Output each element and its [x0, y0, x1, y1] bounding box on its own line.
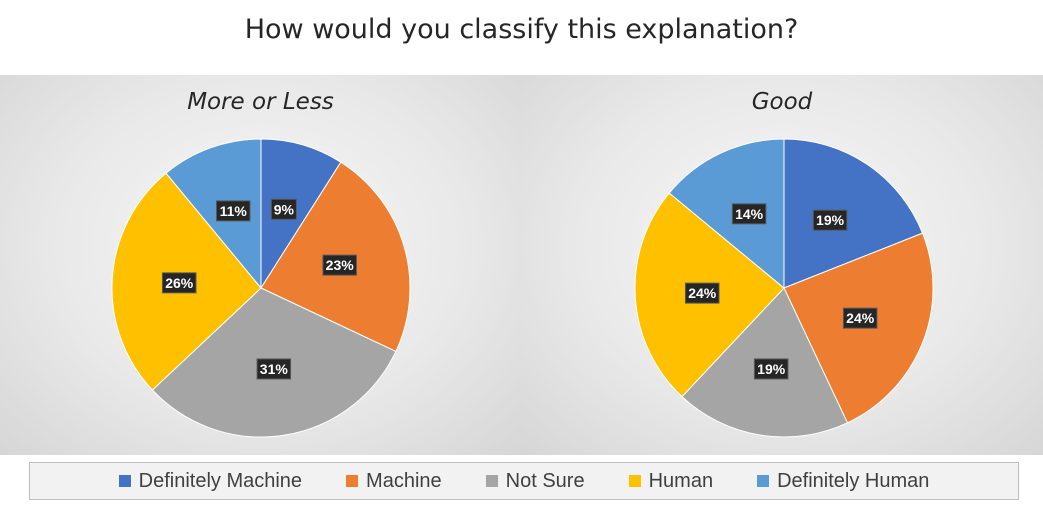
legend-swatch-definitely-human [757, 475, 770, 487]
data-label-human: 24% [684, 282, 720, 304]
svg-text:9%: 9% [274, 201, 295, 217]
pie-slice-definitely-human [165, 138, 262, 290]
svg-text:23%: 23% [326, 257, 355, 273]
data-label-not-sure: 19% [753, 358, 789, 380]
legend-item-human: Human [628, 469, 714, 493]
data-label-machine: 23% [322, 254, 357, 276]
legend-item-definitely-machine: Definitely Machine [118, 469, 303, 493]
legend-label: Definitely Human [777, 469, 930, 492]
legend-swatch-human [628, 475, 641, 487]
pie-slice-definitely-human [668, 138, 785, 290]
svg-text:24%: 24% [846, 310, 875, 326]
pie-chart-good: 19% 24% 19% 24% 14% [634, 138, 934, 438]
legend-label: Human [648, 469, 714, 492]
pie-panel-good: Good 19% 24% 19% 24% 14% [521, 75, 1043, 455]
legend-swatch-machine [346, 475, 359, 487]
svg-text:31%: 31% [260, 361, 289, 377]
legend-label: Not Sure [505, 469, 585, 492]
svg-text:19%: 19% [757, 361, 786, 377]
pie-chart-more-or-less: 9% 23% 31% 26% 11% [111, 138, 411, 438]
data-label-definitely-machine: 19% [812, 209, 848, 231]
pie-slice-definitely-machine [260, 138, 342, 290]
legend-swatch-definitely-machine [118, 475, 131, 487]
data-label-not-sure: 31% [256, 358, 292, 380]
data-label-machine: 24% [842, 307, 878, 329]
pie-slice-definitely-machine [783, 138, 924, 289]
svg-text:14%: 14% [735, 206, 764, 222]
pie-panel-more-or-less: More or Less 9% 23% 31% 26% 11% [0, 75, 521, 455]
data-label-definitely-machine: 9% [270, 198, 297, 220]
legend-label: Definitely Machine [138, 469, 303, 492]
legend: Definitely Machine Machine Not Sure Huma… [29, 462, 1019, 500]
legend-item-machine: Machine [346, 470, 442, 493]
data-label-definitely-human: 11% [215, 200, 251, 222]
svg-text:19%: 19% [816, 212, 845, 228]
chart-title: How would you classify this explanation? [244, 14, 799, 45]
svg-text:26%: 26% [165, 275, 194, 291]
svg-text:24%: 24% [688, 285, 717, 301]
svg-text:11%: 11% [220, 203, 248, 219]
legend-swatch-not-sure [485, 475, 498, 487]
legend-item-not-sure: Not Sure [485, 469, 585, 493]
data-label-definitely-human: 14% [731, 203, 767, 225]
legend-label: Machine [366, 469, 442, 492]
pie-title-more-or-less: More or Less [187, 89, 334, 115]
data-label-human: 26% [161, 272, 197, 294]
pie-title-good: Good [751, 89, 813, 115]
legend-item-definitely-human: Definitely Human [757, 470, 929, 493]
